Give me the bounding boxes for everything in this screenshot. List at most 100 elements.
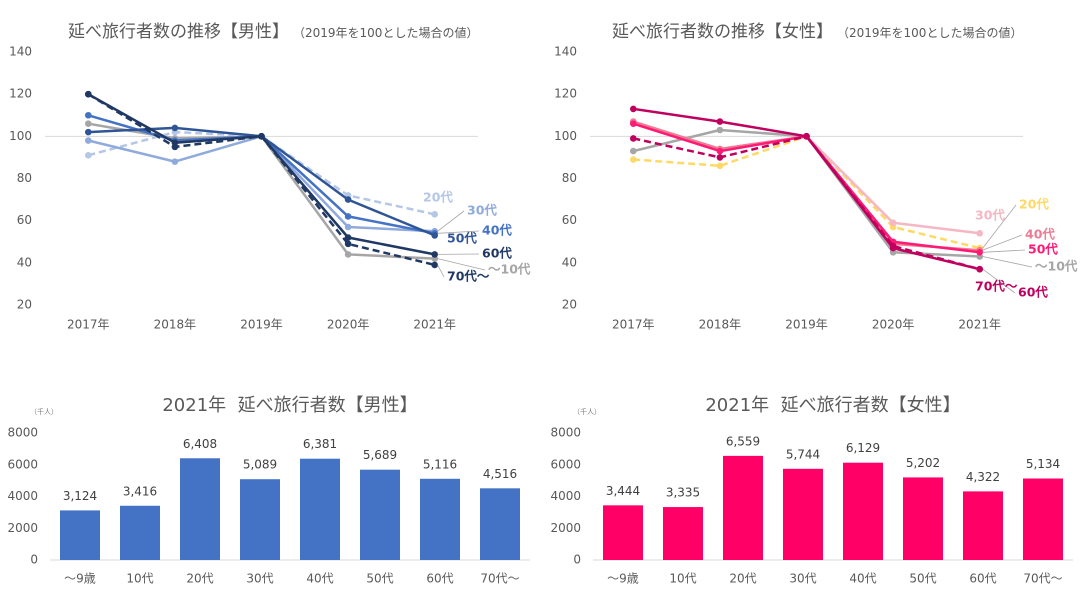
male-2021-bar-chart: 0 2000 4000 6000 8000 3,124 ～9歳 3,416 10代 6,408 20… — [7, 426, 530, 586]
data-label: 4,322 — [966, 470, 1000, 484]
y-tick-label: 0 — [573, 553, 581, 567]
series-label-70s-plus: 70代～ — [975, 279, 1018, 294]
x-tick-label: 40代 — [306, 572, 333, 586]
data-point-40s — [85, 111, 92, 119]
data-point-20s — [716, 162, 724, 170]
y-tick-label: 2000 — [550, 521, 581, 535]
x-tick-label: 2021年 — [413, 318, 456, 332]
series-label-60s: 60代 — [482, 246, 512, 261]
y-tick-label: 8000 — [550, 426, 581, 440]
data-label: 5,202 — [906, 456, 940, 470]
data-label: 4,516 — [483, 467, 517, 481]
series-line-50s — [88, 126, 436, 237]
data-point-20s — [431, 211, 439, 218]
female-trend-title-main: 延べ旅行者数の推移【女性】 — [612, 22, 833, 42]
data-point-under-10s — [85, 120, 92, 127]
data-point-40s — [344, 213, 352, 220]
male-trend-chart: 20 40 60 80 100 120 140 2017年 2018年 2019年 2020年 202… — [9, 45, 531, 332]
label-leader-line-50s — [982, 249, 1026, 253]
series-line-under-10s — [633, 128, 980, 258]
bar — [420, 478, 460, 560]
data-point-70s-plus — [171, 143, 179, 151]
data-point-30s — [344, 223, 352, 231]
data-point-70s-plus — [431, 261, 439, 269]
data-point-under-10s — [716, 126, 724, 134]
x-tick-label: 50代 — [909, 572, 936, 586]
x-tick-label: 2017年 — [67, 318, 110, 332]
y-tick-label: 140 — [9, 45, 32, 59]
y-tick-label: 80 — [17, 171, 32, 185]
data-point-30s — [85, 137, 92, 144]
data-point-50s — [344, 196, 352, 203]
y-tick-label: 60 — [562, 213, 577, 227]
bar — [1023, 478, 1063, 560]
bar — [180, 458, 220, 560]
label-leader-line-under-10s — [982, 256, 1033, 268]
y-tick-label: 4000 — [7, 489, 38, 503]
data-point-70s-plus — [85, 90, 92, 98]
x-tick-label: 2018年 — [154, 318, 197, 332]
series-label-30s: 30代 — [975, 208, 1005, 223]
series-label-under-10s: ～10代 — [488, 262, 531, 277]
x-tick-label: 10代 — [126, 572, 153, 586]
bar — [663, 507, 703, 560]
series-label-under-10s: ～10代 — [1035, 259, 1078, 274]
x-tick-label: 70代～ — [480, 572, 519, 586]
bar — [60, 510, 100, 560]
female-trend-title: 延べ旅行者数の推移【女性】 （2019年を100とした場合の値） — [612, 17, 1022, 42]
bar — [240, 479, 280, 560]
label-leader-line-40s — [982, 234, 1023, 251]
label-leader-line-30s — [437, 210, 465, 232]
data-label: 5,689 — [363, 448, 397, 462]
data-point-50s — [431, 232, 439, 239]
series-label-20s: 20代 — [1019, 197, 1049, 212]
data-label: 5,134 — [1026, 457, 1060, 471]
label-leader-line-60s — [982, 268, 1016, 294]
bar — [963, 491, 1003, 560]
data-point-20s — [85, 152, 92, 159]
x-tick-label: 2018年 — [699, 318, 742, 332]
y-tick-label: 40 — [562, 255, 577, 269]
y-tick-label: 20 — [17, 298, 32, 312]
data-point-70s-plus — [976, 265, 983, 273]
data-point-30s — [976, 230, 983, 237]
series-label-50s: 50代 — [447, 231, 477, 246]
data-point-70s-plus — [803, 133, 810, 140]
bar — [903, 477, 943, 560]
data-point-60s — [344, 234, 352, 241]
data-point-70s-plus — [889, 242, 897, 250]
y-tick-label: 6000 — [550, 457, 581, 471]
data-label: 3,335 — [666, 486, 700, 500]
data-point-50s — [716, 147, 724, 155]
data-point-under-10s — [630, 147, 637, 155]
male-bar-unit-label: （千人） — [30, 408, 58, 416]
y-tick-label: 40 — [17, 255, 32, 269]
x-tick-label: 2020年 — [872, 318, 915, 332]
y-tick-label: 140 — [554, 45, 577, 59]
series-line-20s — [633, 135, 980, 250]
series-label-30s: 30代 — [467, 203, 497, 218]
series-line-50s — [632, 122, 980, 254]
female-trend-chart: 20 40 60 80 100 120 140 2017年 2018年 2019年 2020年 202… — [554, 45, 1078, 332]
x-tick-label: 70代～ — [1023, 572, 1062, 586]
data-point-50s — [976, 248, 983, 256]
x-tick-label: ～9歳 — [607, 572, 639, 586]
series-label-20s: 20代 — [423, 190, 453, 205]
data-point-20s — [630, 156, 637, 163]
series-line-20s — [87, 130, 435, 216]
x-tick-label: 20代 — [186, 572, 213, 586]
data-label: 6,129 — [846, 441, 880, 455]
data-point-70s-plus — [344, 240, 352, 248]
label-leader-line-20s — [982, 204, 1017, 249]
y-tick-label: 100 — [554, 129, 577, 143]
y-tick-label: 120 — [554, 87, 577, 101]
x-tick-label: 30代 — [246, 572, 273, 586]
bar — [480, 488, 520, 560]
bar — [783, 468, 823, 560]
data-point-under-10s — [344, 251, 352, 258]
series-line-under-10s — [88, 122, 435, 260]
male-bar-chart-title: 2021年 延べ旅行者数【男性】 — [162, 395, 418, 416]
bar — [360, 469, 400, 560]
x-tick-label: 10代 — [669, 572, 696, 586]
